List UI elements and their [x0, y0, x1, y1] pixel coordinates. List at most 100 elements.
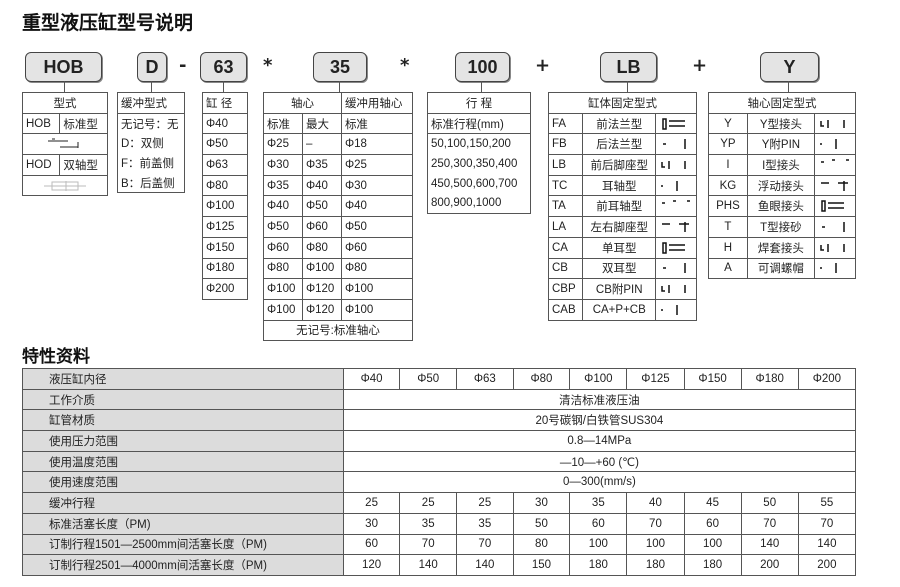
- floating-joint-icon: [814, 174, 856, 197]
- page-title: 重型液压缸型号说明: [22, 12, 194, 34]
- adjust-nut-icon: [814, 257, 856, 280]
- spec-value: 140: [797, 533, 857, 556]
- y-joint-icon: [814, 112, 856, 135]
- table-row: PHS 鱼眼接头: [708, 195, 856, 218]
- spec-value: 清洁标准液压油: [342, 388, 857, 411]
- spec-value: 140: [456, 554, 514, 576]
- stroke-table: 行 程 标准行程(mm) 50,100,150,200 250,300,350,…: [427, 92, 531, 215]
- spec-value: 150: [512, 554, 571, 576]
- rod-size: Φ50: [340, 216, 414, 238]
- spec-value: 100: [569, 533, 628, 556]
- rod-size: Φ25: [263, 133, 303, 156]
- table-header: 行 程: [427, 92, 531, 114]
- rod-end-code: I: [708, 154, 748, 176]
- rod-end-name: Y附PIN: [746, 133, 816, 156]
- table-row: KG 浮动接头: [708, 174, 856, 197]
- spec-value: 35: [569, 492, 628, 514]
- bore-option: Φ63: [202, 154, 248, 176]
- rod-table: 轴心 缓冲用轴心 标准 最大 标准 Φ25– Φ18 Φ30 Φ35 Φ25 Φ35 Φ40 Φ30…: [263, 92, 414, 342]
- table-row: FA 前法兰型: [547, 112, 697, 135]
- bore-header: Φ80: [512, 368, 571, 390]
- table-row: 无记号:标准轴心: [263, 319, 413, 342]
- bore-option: Φ200: [202, 278, 248, 300]
- table-header: 缸体固定型式: [548, 92, 697, 114]
- y-pin-icon: [814, 133, 856, 156]
- spec-value: 25: [399, 492, 458, 514]
- table-header: 缓冲型式: [117, 92, 185, 114]
- mount-code: FB: [547, 133, 584, 156]
- table-row: 缸管材质 20号碳钢/白铁管SUS304: [22, 409, 857, 432]
- rod-end-name: I型接头: [746, 154, 816, 176]
- subheader: 标准: [263, 112, 303, 135]
- table-row: 订制行程1501—2500mm间活塞长度（PM) 60 70 70 80 100 100 10…: [22, 533, 857, 556]
- rod-size: Φ25: [340, 154, 414, 176]
- spec-value: 60: [342, 533, 401, 556]
- mount-table: 缸体固定型式 FA 前法兰型 FB 后法兰型 LB 前后脚座型 TC 耳轴型 TA 前耳轴型 LA 左…: [547, 92, 697, 321]
- mount-name: 后法兰型: [582, 133, 656, 156]
- spec-value: —10—+60 (℃): [342, 450, 857, 473]
- code-cushion: D: [137, 52, 167, 82]
- type-code: HOB: [21, 112, 61, 135]
- mount-name: CA+P+CB: [582, 298, 656, 321]
- rod-size: Φ18: [340, 133, 414, 156]
- rod-size: Φ100: [340, 278, 414, 300]
- bore-header: Φ200: [797, 368, 857, 390]
- table-row: Φ30 Φ35 Φ25: [263, 154, 414, 176]
- table-row: Φ25– Φ18: [263, 133, 414, 156]
- spec-value: 25: [456, 492, 514, 514]
- table-row: 液压缸内径 Φ40 Φ50 Φ63 Φ80 Φ100 Φ125 Φ150 Φ180 Φ200: [22, 368, 857, 390]
- spec-value: 50: [740, 492, 799, 514]
- table-row: A 可调螺帽: [708, 257, 856, 280]
- spec-value: 20号碳钢/白铁管SUS304: [342, 409, 857, 432]
- spec-table: 液压缸内径 Φ40 Φ50 Φ63 Φ80 Φ100 Φ125 Φ150 Φ180 Φ200 工作介…: [22, 368, 857, 576]
- rod-footer-note: 无记号:标准轴心: [263, 319, 413, 342]
- rod-size: Φ60: [263, 236, 303, 259]
- spec-value: 140: [740, 533, 799, 556]
- connector: [223, 81, 224, 92]
- mount-name: 耳轴型: [582, 174, 656, 197]
- spec-value: 80: [512, 533, 571, 556]
- rod-size: Φ120: [301, 298, 342, 321]
- table-row: 标准活塞长度（PM) 30 35 35 50 60 70 60 70 70: [22, 512, 857, 535]
- table-row: 使用速度范围 0—300(mm/s): [22, 471, 857, 494]
- spec-value: 25: [342, 492, 401, 514]
- separator: +: [535, 55, 551, 76]
- rod-end-code: Y: [708, 112, 748, 135]
- spec-value: 30: [512, 492, 571, 514]
- spec-value: 140: [399, 554, 458, 576]
- spec-label: 标准活塞长度（PM): [22, 512, 344, 535]
- type-name: 双轴型: [59, 154, 108, 176]
- rod-size: Φ35: [301, 154, 342, 176]
- rod-end-name: Y型接头: [746, 112, 816, 135]
- rod-end-name: 焊套接头: [746, 236, 816, 259]
- bore-header: Φ150: [683, 368, 742, 390]
- spec-value: 60: [683, 512, 742, 535]
- cushion-option: 无记号：无: [117, 112, 185, 134]
- stroke-option: 250,300,350,400: [427, 154, 531, 174]
- rod-end-code: YP: [708, 133, 748, 156]
- spec-label: 工作介质: [22, 388, 344, 411]
- stroke-option: 800,900,1000: [427, 193, 531, 215]
- spec-value: 50: [512, 512, 571, 535]
- code-bore: 63: [200, 52, 247, 82]
- rod-eye-icon: [814, 195, 856, 218]
- table-header: 缓冲用轴心: [340, 92, 414, 114]
- foot-mount-icon: [655, 154, 697, 176]
- table-row: Φ40 Φ50 Φ40: [263, 195, 414, 218]
- spec-value: 120: [342, 554, 401, 576]
- front-trunnion-icon: [655, 195, 697, 218]
- table-row: 使用温度范围 —10—+60 (℃): [22, 450, 857, 473]
- rod-size: Φ40: [301, 174, 342, 197]
- bore-header: Φ180: [740, 368, 799, 390]
- spec-value: 200: [740, 554, 799, 576]
- spec-value: 55: [797, 492, 857, 514]
- rod-end-name: 鱼眼接头: [746, 195, 816, 218]
- mount-code: LA: [547, 216, 584, 238]
- bore-option: Φ150: [202, 236, 248, 259]
- rod-size: Φ80: [340, 257, 414, 280]
- cushion-option: D：双侧: [117, 133, 185, 154]
- spec-value: 70: [456, 533, 514, 556]
- single-rod-cylinder-icon: [22, 133, 108, 156]
- bore-header: Φ125: [626, 368, 685, 390]
- spec-value: 45: [683, 492, 742, 514]
